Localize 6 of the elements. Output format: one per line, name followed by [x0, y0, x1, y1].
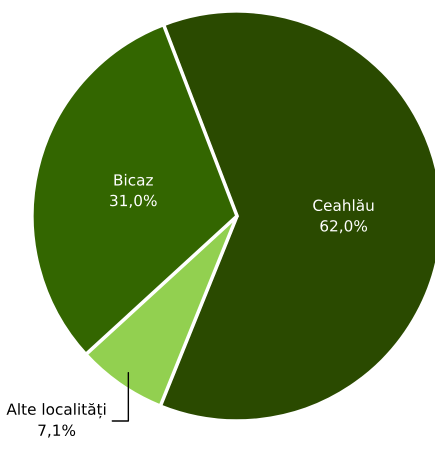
data-label: 31,0% [110, 194, 157, 208]
data-label: 62,0% [320, 220, 368, 234]
data-label: 7,1% [38, 424, 76, 438]
slice-label: Ceahlău [313, 199, 374, 212]
slice-label: Alte localități [6, 403, 106, 418]
slice-label: Bicaz [114, 174, 153, 186]
